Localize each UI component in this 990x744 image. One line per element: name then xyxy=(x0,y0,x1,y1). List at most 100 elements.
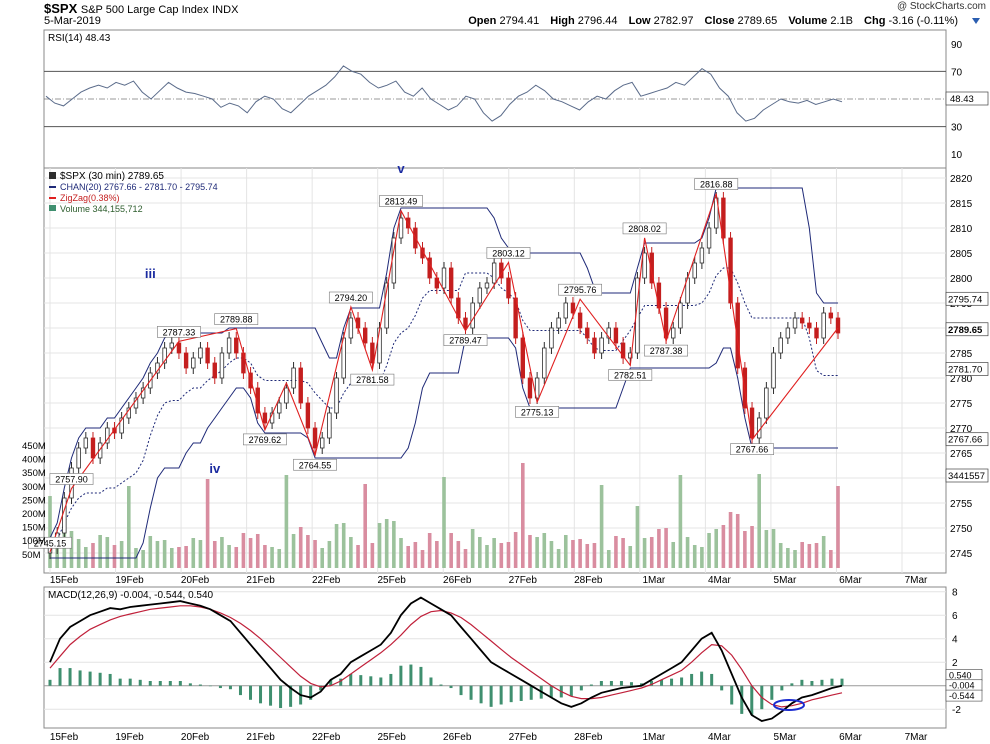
volume-bar xyxy=(764,530,769,568)
chg-label: Chg xyxy=(864,15,886,27)
macd-hist-bar xyxy=(479,685,483,704)
volume-bar xyxy=(735,514,740,568)
zigzag-label-box xyxy=(214,313,259,325)
candle-body xyxy=(585,327,590,339)
price-tick: 2765 xyxy=(950,449,973,460)
zigzag-label: 2757.90 xyxy=(55,475,88,485)
volume-bar xyxy=(592,543,597,568)
x-tick-label: 5Mar xyxy=(774,732,797,743)
volume-bar xyxy=(535,537,539,568)
volume-bar xyxy=(800,542,804,568)
volume-bar xyxy=(664,528,668,568)
volume-bar xyxy=(743,531,747,568)
volume-bar xyxy=(334,524,339,568)
volume-bar xyxy=(48,496,52,568)
low-value: 2782.97 xyxy=(653,15,694,27)
volume-bar xyxy=(721,525,726,568)
candle-body xyxy=(90,437,96,459)
volume-bar xyxy=(320,548,325,568)
x-tick-label: 22Feb xyxy=(312,732,341,743)
volume-bar xyxy=(212,541,217,568)
low-label: Low xyxy=(628,15,651,27)
macd-hist-bar xyxy=(830,678,834,686)
zigzag-path xyxy=(49,193,839,553)
candle-body xyxy=(219,352,225,379)
volume-bar xyxy=(442,477,446,568)
volume-tick: 400M xyxy=(22,455,46,466)
rsi-grid xyxy=(44,70,946,128)
candle-body xyxy=(162,347,167,364)
price-tick: 2820 xyxy=(950,174,973,185)
volume-bar xyxy=(191,538,196,568)
macd-hist-bar xyxy=(349,673,353,686)
candle-body xyxy=(484,282,490,289)
volume-bar xyxy=(234,547,239,568)
volume-bar xyxy=(399,538,403,568)
volume-bar xyxy=(707,533,711,568)
zigzag-label: 2795.76 xyxy=(564,285,597,295)
candle-body xyxy=(76,447,81,469)
candle-body xyxy=(191,357,196,369)
macd-hist-bar xyxy=(690,673,694,686)
high-label: High xyxy=(550,15,575,27)
macd-hist-bar xyxy=(409,664,413,686)
x-tick-label: 22Feb xyxy=(312,575,341,586)
price-tick: 2775 xyxy=(950,399,973,410)
macd-hist-bar xyxy=(188,683,192,686)
macd-hist-bar xyxy=(158,681,162,686)
stockcharts-stamp: @ StockCharts.com xyxy=(896,1,986,12)
price-right-label: 2789.65 xyxy=(948,325,983,336)
volume-bar xyxy=(177,547,181,568)
x-tick-label: 26Feb xyxy=(443,575,472,586)
macd-hist-bar xyxy=(589,684,593,686)
volume-bar xyxy=(370,543,375,568)
candle-body xyxy=(348,317,354,339)
candle-body xyxy=(277,402,282,414)
zigzag-label-box xyxy=(157,326,201,338)
candle-body xyxy=(312,427,318,449)
volume-bar xyxy=(478,537,482,568)
candle-body xyxy=(362,327,368,344)
x-tick-label: 25Feb xyxy=(378,575,407,586)
macd-hist-bar xyxy=(579,685,583,691)
zigzag-label: 2789.88 xyxy=(220,315,253,325)
x-tick-label: 27Feb xyxy=(509,575,538,586)
volume-bar xyxy=(542,533,547,568)
macd-hist-bar xyxy=(810,681,814,686)
zigzag-label: 2808.02 xyxy=(628,224,661,234)
macd-tick: 2 xyxy=(952,658,958,669)
close-value: 2789.65 xyxy=(737,15,778,27)
macd-hist-bar xyxy=(228,685,232,690)
volume-bar xyxy=(470,529,475,568)
volume-bar xyxy=(714,529,719,568)
macd-hist-bar xyxy=(309,685,313,700)
macd-hist-bar xyxy=(339,678,343,686)
candle-body xyxy=(771,352,776,389)
x-tick-label: 5Mar xyxy=(774,575,797,586)
candle-body xyxy=(778,337,783,354)
candle-body xyxy=(570,302,576,314)
macd-hist-bar xyxy=(740,685,744,714)
wave-label: v xyxy=(397,161,405,176)
macd-hist-bar xyxy=(389,673,393,686)
volume-tick: 100M xyxy=(22,536,46,547)
volume-bar xyxy=(506,542,511,568)
macd-hist-bar xyxy=(269,685,273,706)
legend-swatch-price xyxy=(49,172,56,179)
candle-body xyxy=(721,197,726,239)
dropdown-caret-icon[interactable] xyxy=(972,18,980,24)
candle-body xyxy=(205,347,210,364)
x-tick-label: 21Feb xyxy=(246,732,275,743)
security-name: S&P 500 Large Cap Index xyxy=(80,4,209,16)
x-tick-label: 15Feb xyxy=(50,575,79,586)
candle-body xyxy=(534,377,540,399)
volume-bar xyxy=(778,543,783,568)
volume-bar xyxy=(671,542,676,568)
macd-hist-bar xyxy=(319,685,323,691)
candle-body xyxy=(764,387,769,419)
volume-tick: 150M xyxy=(22,523,46,534)
candle-body xyxy=(398,217,404,239)
legend-zigzag: ZigZag(0.38%) xyxy=(60,193,120,203)
volume-bar xyxy=(435,541,439,568)
